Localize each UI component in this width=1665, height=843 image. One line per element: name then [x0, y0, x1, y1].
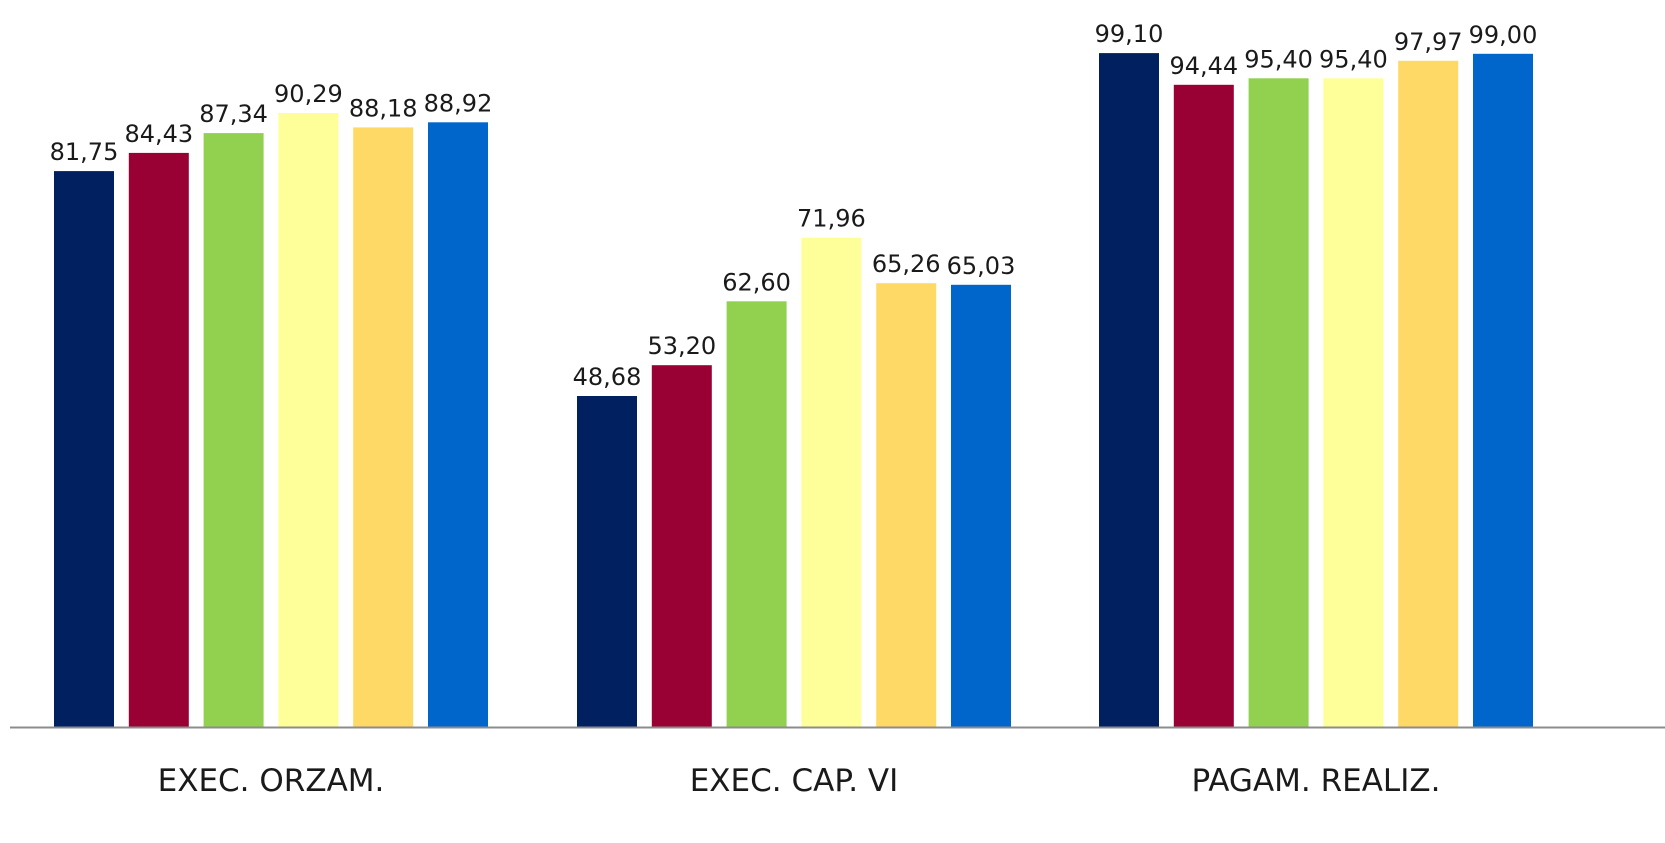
bar-1-2 [128, 152, 189, 727]
data-label-1-5: 88,18 [349, 94, 418, 122]
category-label-1: EXEC. ORZAM. [158, 763, 385, 799]
data-label-1-6: 88,92 [424, 89, 493, 117]
category-labels-layer: EXEC. ORZAM. EXEC. CAP. VI PAGAM. REALIZ. [158, 763, 1441, 799]
bar-2-2 [651, 365, 712, 727]
data-label-2-1: 48,68 [573, 363, 642, 391]
data-label-3-1: 99,10 [1095, 20, 1164, 48]
data-label-2-6: 65,03 [947, 252, 1016, 280]
bar-2-3 [726, 301, 787, 727]
bar-3-5 [1398, 60, 1459, 728]
data-label-3-3: 95,40 [1244, 45, 1313, 73]
category-label-3: PAGAM. REALIZ. [1192, 763, 1441, 799]
bar-2-4 [801, 237, 862, 727]
data-label-1-2: 84,43 [124, 120, 193, 148]
data-label-2-3: 62,60 [722, 268, 791, 296]
data-label-2-4: 71,96 [797, 205, 866, 233]
data-label-3-2: 94,44 [1169, 52, 1238, 80]
bars-layer [54, 53, 1533, 728]
data-label-1-3: 87,34 [199, 100, 268, 128]
bar-1-4 [278, 113, 339, 727]
bar-3-3 [1248, 78, 1309, 728]
bar-2-6 [951, 284, 1011, 727]
bar-2-5 [876, 283, 937, 727]
bar-1-1 [54, 171, 114, 728]
bar-3-1 [1099, 53, 1159, 728]
bar-2-1 [577, 396, 637, 727]
bar-1-3 [203, 133, 264, 728]
bar-1-5 [353, 127, 414, 727]
data-label-3-4: 95,40 [1319, 45, 1388, 73]
data-label-3-6: 99,00 [1469, 21, 1538, 49]
bar-1-6 [428, 122, 488, 728]
bar-3-2 [1173, 84, 1234, 728]
category-label-2: EXEC. CAP. VI [690, 763, 899, 799]
data-label-1-1: 81,75 [50, 138, 119, 166]
data-label-3-5: 97,97 [1394, 28, 1463, 56]
bar-3-6 [1473, 53, 1533, 728]
data-label-2-5: 65,26 [872, 250, 941, 278]
data-label-2-2: 53,20 [647, 332, 716, 360]
bar-3-4 [1323, 78, 1384, 728]
data-label-1-4: 90,29 [274, 80, 343, 108]
